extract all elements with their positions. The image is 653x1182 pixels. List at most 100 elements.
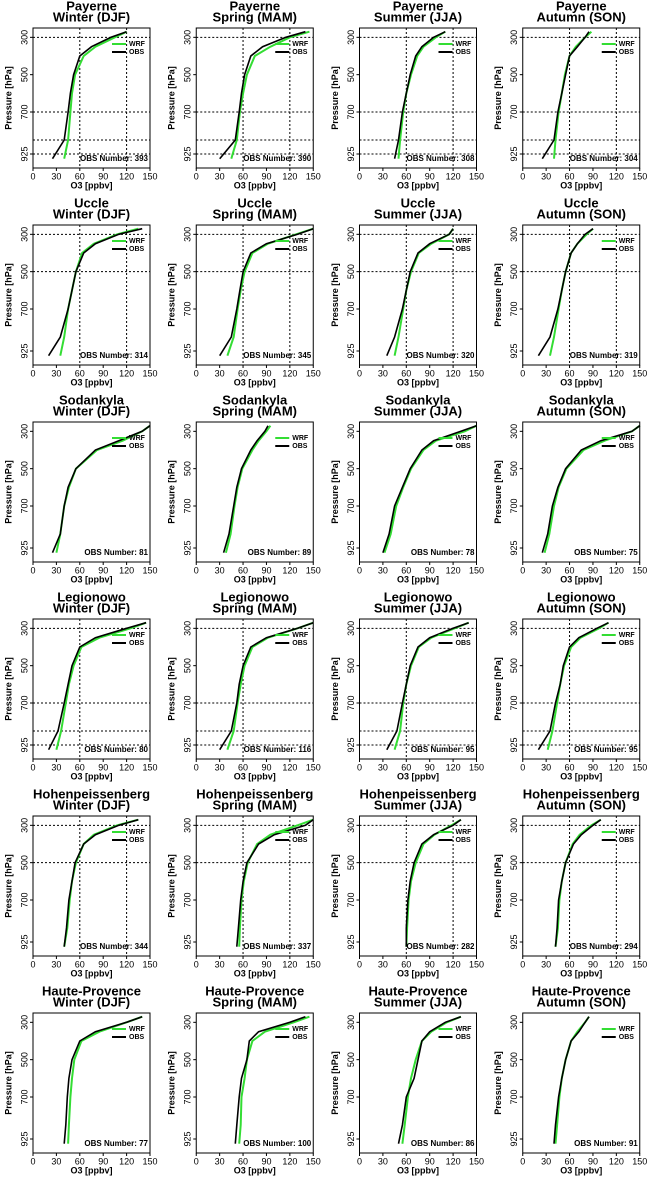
y-tick-label: 500: [509, 658, 519, 673]
x-tick-label: 30: [541, 171, 551, 181]
x-tick-label: 150: [142, 565, 157, 575]
y-tick-label: 925: [183, 540, 193, 555]
x-axis-label: O3 [ppbv]: [234, 574, 276, 584]
x-tick-label: 120: [282, 959, 297, 969]
x-tick-label: 60: [75, 368, 85, 378]
y-tick-label: 700: [509, 1089, 519, 1104]
y-tick-label: 300: [19, 227, 29, 242]
y-tick-label: 700: [346, 695, 356, 710]
y-tick-label: 300: [346, 424, 356, 439]
y-tick-label: 925: [346, 1131, 356, 1146]
profile-line: [405, 818, 462, 947]
x-tick-label: 60: [401, 565, 411, 575]
profile-line: [51, 425, 151, 554]
annotation: OBS Number: 100: [243, 1139, 312, 1148]
x-tick-label: 0: [194, 1156, 199, 1166]
x-tick-label: 90: [261, 959, 271, 969]
x-tick-label: 0: [357, 959, 362, 969]
x-axis-label: O3 [ppbv]: [560, 574, 602, 584]
x-tick-label: 30: [378, 762, 388, 772]
legend-label: OBS: [619, 246, 635, 253]
legend-label: OBS: [456, 49, 472, 56]
x-tick-label: 90: [98, 1156, 108, 1166]
plot-frame: [32, 815, 151, 957]
chart-subtitle: Autumn (SON): [536, 403, 626, 418]
y-axis-label: Pressure [hPa]: [493, 66, 503, 130]
y-tick-label: 300: [183, 818, 193, 833]
legend-label: WRF: [619, 238, 636, 245]
x-tick-label: 30: [215, 762, 225, 772]
y-tick-label: 300: [183, 424, 193, 439]
y-tick-label: 700: [183, 892, 193, 907]
annotation: OBS Number: 282: [406, 942, 475, 951]
plot-frame: [359, 618, 477, 760]
x-tick-label: 150: [632, 762, 647, 772]
y-tick-label: 700: [19, 301, 29, 316]
y-tick-label: 700: [346, 892, 356, 907]
legend-label: OBS: [292, 246, 308, 253]
chart-title: Uccle: [74, 195, 109, 210]
profile-line: [63, 818, 139, 947]
chart-subtitle: Autumn (SON): [536, 797, 626, 812]
legend-label: WRF: [619, 435, 636, 442]
y-tick-label: 500: [183, 67, 193, 82]
legend-label: WRF: [129, 435, 146, 442]
x-tick-label: 120: [119, 171, 134, 181]
chart-subtitle: Spring (MAM): [213, 9, 297, 24]
chart-subtitle: Summer (JJA): [374, 206, 462, 221]
annotation: OBS Number: 344: [80, 942, 149, 951]
annotation: OBS Number: 77: [84, 1139, 148, 1148]
x-tick-label: 90: [261, 1156, 271, 1166]
chart-subtitle: Winter (DJF): [53, 994, 130, 1009]
y-tick-label: 700: [509, 498, 519, 513]
x-tick-label: 30: [378, 1156, 388, 1166]
y-axis-label: Pressure [hPa]: [330, 854, 340, 918]
y-tick-label: 300: [346, 30, 356, 45]
legend-label: OBS: [619, 443, 635, 450]
x-tick-label: 150: [306, 368, 321, 378]
chart-title: Legionowo: [57, 589, 126, 604]
x-tick-label: 150: [632, 959, 647, 969]
chart-title: Uccle: [401, 195, 436, 210]
y-tick-label: 500: [19, 461, 29, 476]
legend-label: WRF: [292, 435, 309, 442]
profile-line: [382, 424, 477, 553]
legend-label: WRF: [619, 1026, 636, 1033]
y-axis-label: Pressure [hPa]: [167, 66, 177, 130]
profile-line: [55, 621, 147, 750]
y-tick-label: 925: [509, 737, 519, 752]
plot-frame: [195, 421, 314, 563]
x-tick-label: 90: [98, 959, 108, 969]
legend-label: OBS: [129, 246, 145, 253]
legend-label: WRF: [292, 829, 309, 836]
chart-subtitle: Winter (DJF): [53, 797, 130, 812]
chart-title: Payerne: [229, 0, 280, 13]
plot-frame: [195, 815, 314, 957]
plot-frame: [32, 224, 151, 366]
x-tick-label: 0: [194, 171, 199, 181]
x-axis-label: O3 [ppbv]: [560, 771, 602, 781]
chart-title: Payerne: [393, 0, 444, 13]
annotation: OBS Number: 294: [570, 942, 639, 951]
x-tick-label: 150: [306, 1156, 321, 1166]
x-tick-label: 150: [632, 368, 647, 378]
y-tick-label: 700: [509, 104, 519, 119]
x-tick-label: 60: [565, 1156, 575, 1166]
y-tick-label: 300: [183, 227, 193, 242]
x-tick-label: 30: [378, 171, 388, 181]
y-tick-label: 925: [19, 146, 29, 161]
chart-title: Haute-Provence: [205, 983, 304, 998]
y-tick-label: 925: [19, 934, 29, 949]
profile-line: [537, 621, 609, 751]
x-tick-label: 30: [215, 565, 225, 575]
x-tick-label: 120: [282, 171, 297, 181]
profile-line: [397, 1015, 462, 1144]
x-tick-label: 120: [119, 368, 134, 378]
chart-subtitle: Spring (MAM): [213, 994, 297, 1009]
x-tick-label: 60: [75, 1156, 85, 1166]
y-tick-label: 500: [19, 264, 29, 279]
chart-subtitle: Autumn (SON): [536, 994, 626, 1009]
